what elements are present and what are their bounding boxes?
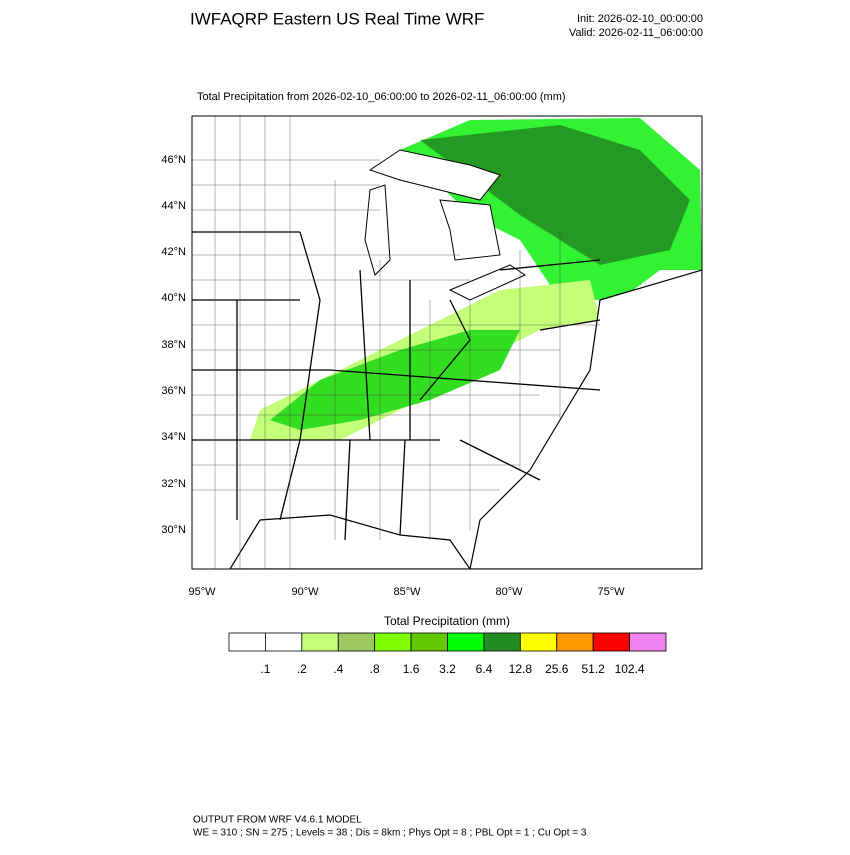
lat-label: 44°N <box>161 200 186 212</box>
colorbar-label: .4 <box>333 662 343 676</box>
subtitle: Total Precipitation from 2026-02-10_06:0… <box>197 91 566 103</box>
footer-line: WE = 310 ; SN = 275 ; Levels = 38 ; Dis … <box>193 828 587 839</box>
colorbar-box <box>337 632 376 652</box>
lat-label: 34°N <box>161 431 186 443</box>
colorbar-box <box>301 632 339 652</box>
map: 46°N 44°N 42°N 40°N 38°N 36°N 34°N 32°N … <box>161 115 703 598</box>
lat-label: 38°N <box>161 339 186 351</box>
colorbar-label: .2 <box>297 662 307 676</box>
title: IWFAQRP Eastern US Real Time WRF <box>190 9 484 28</box>
colorbar-label: 1.6 <box>403 662 420 676</box>
init-time: Init: 2026-02-10_00:00:00 <box>577 13 703 25</box>
colorbar-box <box>556 632 594 652</box>
lat-label: 42°N <box>161 246 186 258</box>
colorbar-box <box>447 632 485 652</box>
lon-label: 95°W <box>188 586 216 598</box>
lat-label: 46°N <box>161 154 186 166</box>
lon-label: 85°W <box>393 586 421 598</box>
lat-label: 32°N <box>161 478 186 490</box>
colorbar-label: 12.8 <box>509 662 533 676</box>
colorbar-label: 3.2 <box>439 662 456 676</box>
colorbar: .1 .2 .4 .8 1.6 3.2 6.4 12.8 25.6 51.2 102.4 <box>228 632 667 676</box>
colorbar-label: 6.4 <box>476 662 493 676</box>
colorbar-box <box>410 632 448 652</box>
colorbar-title: Total Precipitation (mm) <box>384 614 510 628</box>
colorbar-label: 25.6 <box>545 662 569 676</box>
colorbar-box <box>629 632 667 652</box>
lon-label: 80°W <box>495 586 523 598</box>
colorbar-box <box>374 632 412 652</box>
footer-line: OUTPUT FROM WRF V4.6.1 MODEL <box>193 815 362 826</box>
lat-label: 36°N <box>161 385 186 397</box>
colorbar-box <box>228 632 266 652</box>
colorbar-label: 51.2 <box>581 662 605 676</box>
lat-label: 30°N <box>161 524 186 536</box>
colorbar-box <box>265 632 303 652</box>
colorbar-label: .1 <box>260 662 270 676</box>
lat-label: 40°N <box>161 292 186 304</box>
lon-label: 90°W <box>291 586 319 598</box>
colorbar-label: 102.4 <box>615 662 645 676</box>
colorbar-box <box>592 632 630 652</box>
valid-time: Valid: 2026-02-11_06:00:00 <box>569 27 703 39</box>
lon-label: 75°W <box>597 586 625 598</box>
colorbar-box <box>483 632 521 652</box>
colorbar-box <box>519 632 558 652</box>
colorbar-label: .8 <box>370 662 380 676</box>
